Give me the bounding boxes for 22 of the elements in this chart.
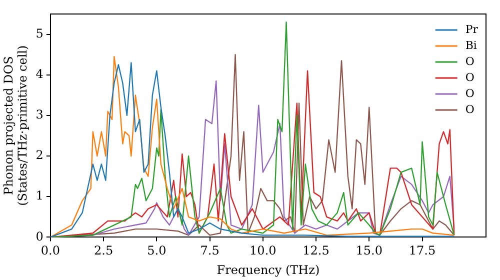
x-tick-label: 12.5 bbox=[302, 244, 330, 258]
x-axis-title: Frequency (THz) bbox=[216, 262, 320, 277]
x-tick-label: 2.5 bbox=[94, 244, 114, 258]
y-axis-title: Phonon projected DOS (States/THz·primitive cell) bbox=[1, 45, 30, 206]
x-tick-label: 7.5 bbox=[200, 244, 220, 258]
legend-label: O bbox=[465, 86, 474, 100]
y-tick-label: 4 bbox=[36, 67, 44, 81]
x-tick-label: 0.0 bbox=[40, 244, 60, 258]
legend-label: O bbox=[465, 54, 474, 68]
y-tick-label: 2 bbox=[36, 148, 44, 162]
legend-label: O bbox=[465, 102, 474, 116]
legend-label: Bi bbox=[465, 38, 478, 52]
x-tick-label: 15.0 bbox=[356, 244, 382, 258]
y-tick-label: 0 bbox=[36, 229, 44, 244]
y-tick-label: 1 bbox=[36, 188, 44, 203]
legend-label: O bbox=[465, 70, 474, 84]
x-tick-label: 5.0 bbox=[147, 244, 166, 258]
y-tick-label: 5 bbox=[36, 26, 44, 40]
y-tick-label: 3 bbox=[36, 108, 44, 122]
x-tick-label: 17.5 bbox=[408, 244, 436, 258]
x-tick-label: 10.0 bbox=[250, 244, 276, 258]
legend-label: Pr bbox=[465, 22, 479, 36]
